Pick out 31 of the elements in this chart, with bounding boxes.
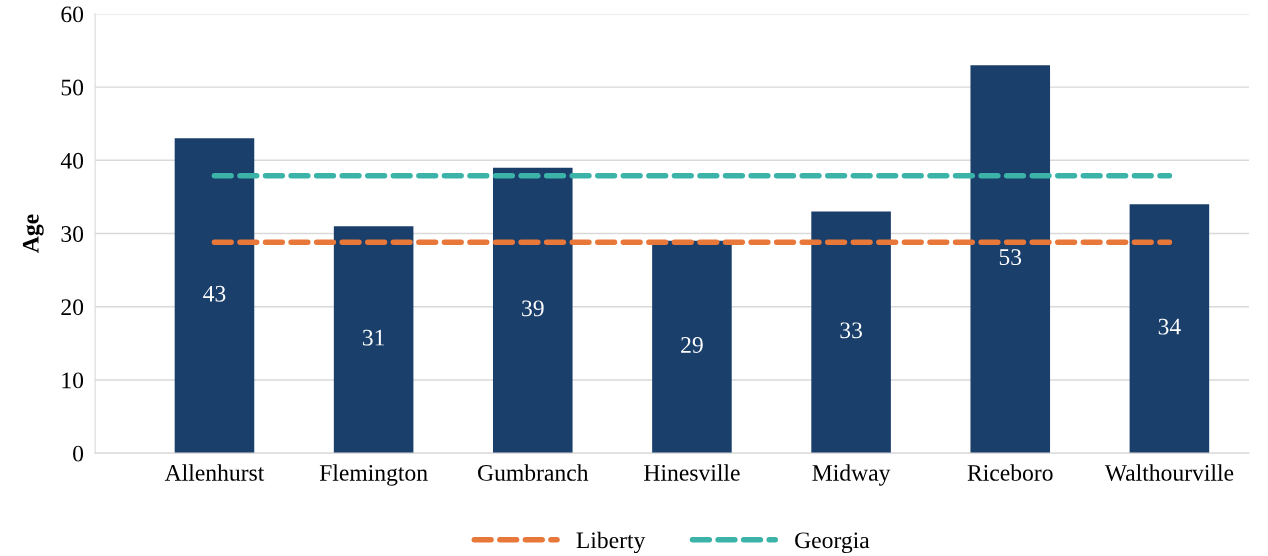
x-tick-label: Gumbranch — [478, 464, 589, 481]
y-tick-label: 30 — [61, 226, 84, 242]
data-label: 34 — [1158, 318, 1181, 335]
x-tick-label: Hinesville — [644, 464, 740, 481]
bar — [970, 65, 1051, 454]
data-label: 53 — [999, 249, 1022, 266]
x-tick-label: Walthourville — [1104, 464, 1234, 481]
y-tick-label: 50 — [61, 79, 84, 96]
x-tick-label: Allenhurst — [164, 464, 265, 481]
y-tick-label: 40 — [60, 152, 84, 169]
bar — [652, 240, 732, 454]
bar — [811, 211, 891, 454]
data-label: 31 — [362, 329, 385, 346]
y-tick-label: 10 — [62, 372, 84, 389]
data-label: 39 — [522, 300, 544, 317]
data-label: 29 — [681, 337, 703, 353]
bar — [333, 226, 414, 454]
y-tick-label: 60 — [61, 6, 84, 23]
legend-label: Georgia — [795, 532, 870, 554]
data-label: 43 — [203, 285, 226, 302]
data-label: 33 — [840, 322, 862, 339]
bar — [1129, 204, 1210, 454]
y-axis-title: Age — [22, 214, 44, 253]
x-tick-label: Flemington — [319, 464, 428, 486]
y-tick-label: 0 — [73, 445, 84, 462]
legend-label: Liberty — [576, 531, 646, 554]
y-tick-label: 20 — [61, 299, 84, 316]
x-tick-label: Riceboro — [967, 464, 1053, 481]
x-tick-label: Midway — [812, 464, 891, 486]
bar — [174, 138, 255, 454]
bar — [492, 167, 573, 454]
